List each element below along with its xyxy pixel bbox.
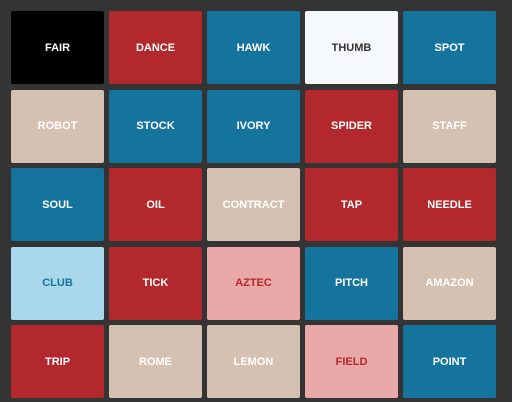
card-word: STOCK xyxy=(136,120,175,132)
card-word: IVORY xyxy=(236,120,271,132)
card-word: AMAZON xyxy=(425,277,474,289)
card[interactable]: AZTEC xyxy=(207,246,300,320)
card-word: SPOT xyxy=(434,41,465,54)
card[interactable]: AMAZON xyxy=(403,246,496,320)
card-word: DANCE xyxy=(135,41,176,54)
card-word: OIL xyxy=(146,198,165,211)
card[interactable]: TRIP xyxy=(11,325,104,398)
card-word: TICK xyxy=(142,277,169,289)
card[interactable]: ROBOT xyxy=(11,89,104,163)
card[interactable]: THUMB xyxy=(305,11,398,84)
card[interactable]: CLUB xyxy=(11,246,104,320)
card-word: HAWK xyxy=(236,41,271,54)
card[interactable]: FIELD xyxy=(305,325,398,398)
card-word: LEMON xyxy=(233,355,274,368)
card[interactable]: IVORY xyxy=(207,89,300,163)
card-word: SPIDER xyxy=(331,120,372,132)
card[interactable]: STOCK xyxy=(109,89,202,163)
card-word: FIELD xyxy=(335,355,368,368)
card-word: THUMB xyxy=(331,41,372,54)
card-word: FAIR xyxy=(44,41,71,54)
card-word: POINT xyxy=(432,355,467,368)
card[interactable]: ROME xyxy=(109,325,202,398)
card-word: CONTRACT xyxy=(222,198,285,211)
card[interactable]: SPIDER xyxy=(305,89,398,163)
card[interactable]: CONTRACT xyxy=(207,168,300,241)
card[interactable]: PITCH xyxy=(305,246,398,320)
card[interactable]: HAWK xyxy=(207,11,300,84)
card-word: TRIP xyxy=(44,355,71,368)
card-word: AZTEC xyxy=(235,277,272,289)
card-word: NEEDLE xyxy=(427,198,472,211)
card-word: SOUL xyxy=(42,198,73,211)
card-word: TAP xyxy=(340,198,363,211)
card[interactable]: NEEDLE xyxy=(403,168,496,241)
card-word: PITCH xyxy=(335,277,368,289)
card[interactable]: SPOT xyxy=(403,11,496,84)
card[interactable]: TAP xyxy=(305,168,398,241)
card[interactable]: FAIR xyxy=(11,11,104,84)
card[interactable]: DANCE xyxy=(109,11,202,84)
card[interactable]: LEMON xyxy=(207,325,300,398)
card[interactable]: TICK xyxy=(109,246,202,320)
card[interactable]: STAFF xyxy=(403,89,496,163)
card[interactable]: SOUL xyxy=(11,168,104,241)
card-word: ROME xyxy=(139,355,172,368)
card-word: ROBOT xyxy=(37,120,78,132)
card[interactable]: OIL xyxy=(109,168,202,241)
card[interactable]: POINT xyxy=(403,325,496,398)
card-word: STAFF xyxy=(432,120,467,132)
card-word: CLUB xyxy=(42,277,73,289)
